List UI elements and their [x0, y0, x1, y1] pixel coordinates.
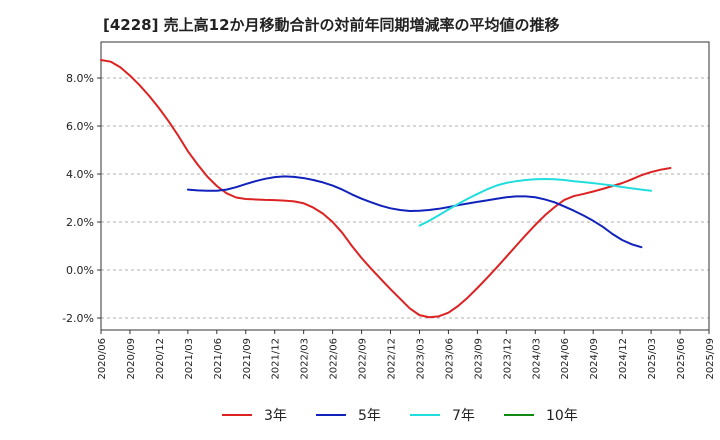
legend: 3年 5年 7年 10年	[222, 408, 578, 424]
legend-label-10年: 10年	[546, 408, 578, 424]
x-tick-label: 2023/03	[415, 338, 426, 380]
x-tick-label: 2020/12	[155, 338, 166, 380]
y-tick-label: 0.0%	[66, 264, 94, 277]
x-tick-label: 2021/12	[271, 338, 282, 380]
legend-label-3年: 3年	[264, 408, 287, 424]
x-tick-label: 2024/06	[560, 338, 571, 380]
series-line-3年	[100, 59, 672, 319]
x-tick-label: 2022/03	[300, 338, 311, 380]
x-tick-label: 2021/03	[184, 338, 195, 380]
x-tick-label: 2020/06	[97, 338, 108, 380]
y-tick-label: 2.0%	[66, 216, 94, 229]
x-tick-label: 2024/03	[531, 338, 542, 380]
x-tick-label: 2022/12	[387, 338, 398, 380]
x-tick-label: 2022/09	[358, 338, 369, 380]
x-axis-ticks: 2020/06 2020/09 2020/12 2021/03 2021/06 2021/…	[97, 330, 716, 380]
y-tick-label: -2.0%	[62, 312, 94, 325]
x-tick-label: 2024/12	[618, 338, 629, 380]
x-tick-label: 2021/06	[213, 338, 224, 380]
x-tick-label: 2024/09	[589, 338, 600, 380]
y-tick-label: 8.0%	[66, 72, 94, 85]
x-tick-label: 2025/06	[676, 338, 687, 380]
x-tick-label: 2021/09	[242, 338, 253, 380]
x-tick-label: 2025/03	[647, 338, 658, 380]
legend-label-7年: 7年	[452, 408, 475, 424]
x-tick-label: 2020/09	[126, 338, 137, 380]
chart-title: [4228] 売上高12か月移動合計の対前年同期増減率の平均値の推移	[103, 16, 560, 34]
series-layer	[100, 59, 672, 319]
y-axis-ticks: -2.0% 0.0% 2.0% 4.0% 6.0% 8.0%	[62, 72, 101, 325]
x-tick-label: 2023/06	[444, 338, 455, 380]
x-tick-label: 2023/09	[473, 338, 484, 380]
x-tick-label: 2025/09	[705, 338, 716, 380]
series-line-5年	[186, 175, 643, 249]
x-tick-label: 2023/12	[502, 338, 513, 380]
y-tick-label: 6.0%	[66, 120, 94, 133]
grid-layer	[101, 77, 709, 319]
legend-label-5年: 5年	[358, 408, 381, 424]
series-line-7年	[418, 178, 653, 227]
y-tick-label: 4.0%	[66, 168, 94, 181]
plot-frame	[100, 41, 710, 331]
x-tick-label: 2022/06	[329, 338, 340, 380]
